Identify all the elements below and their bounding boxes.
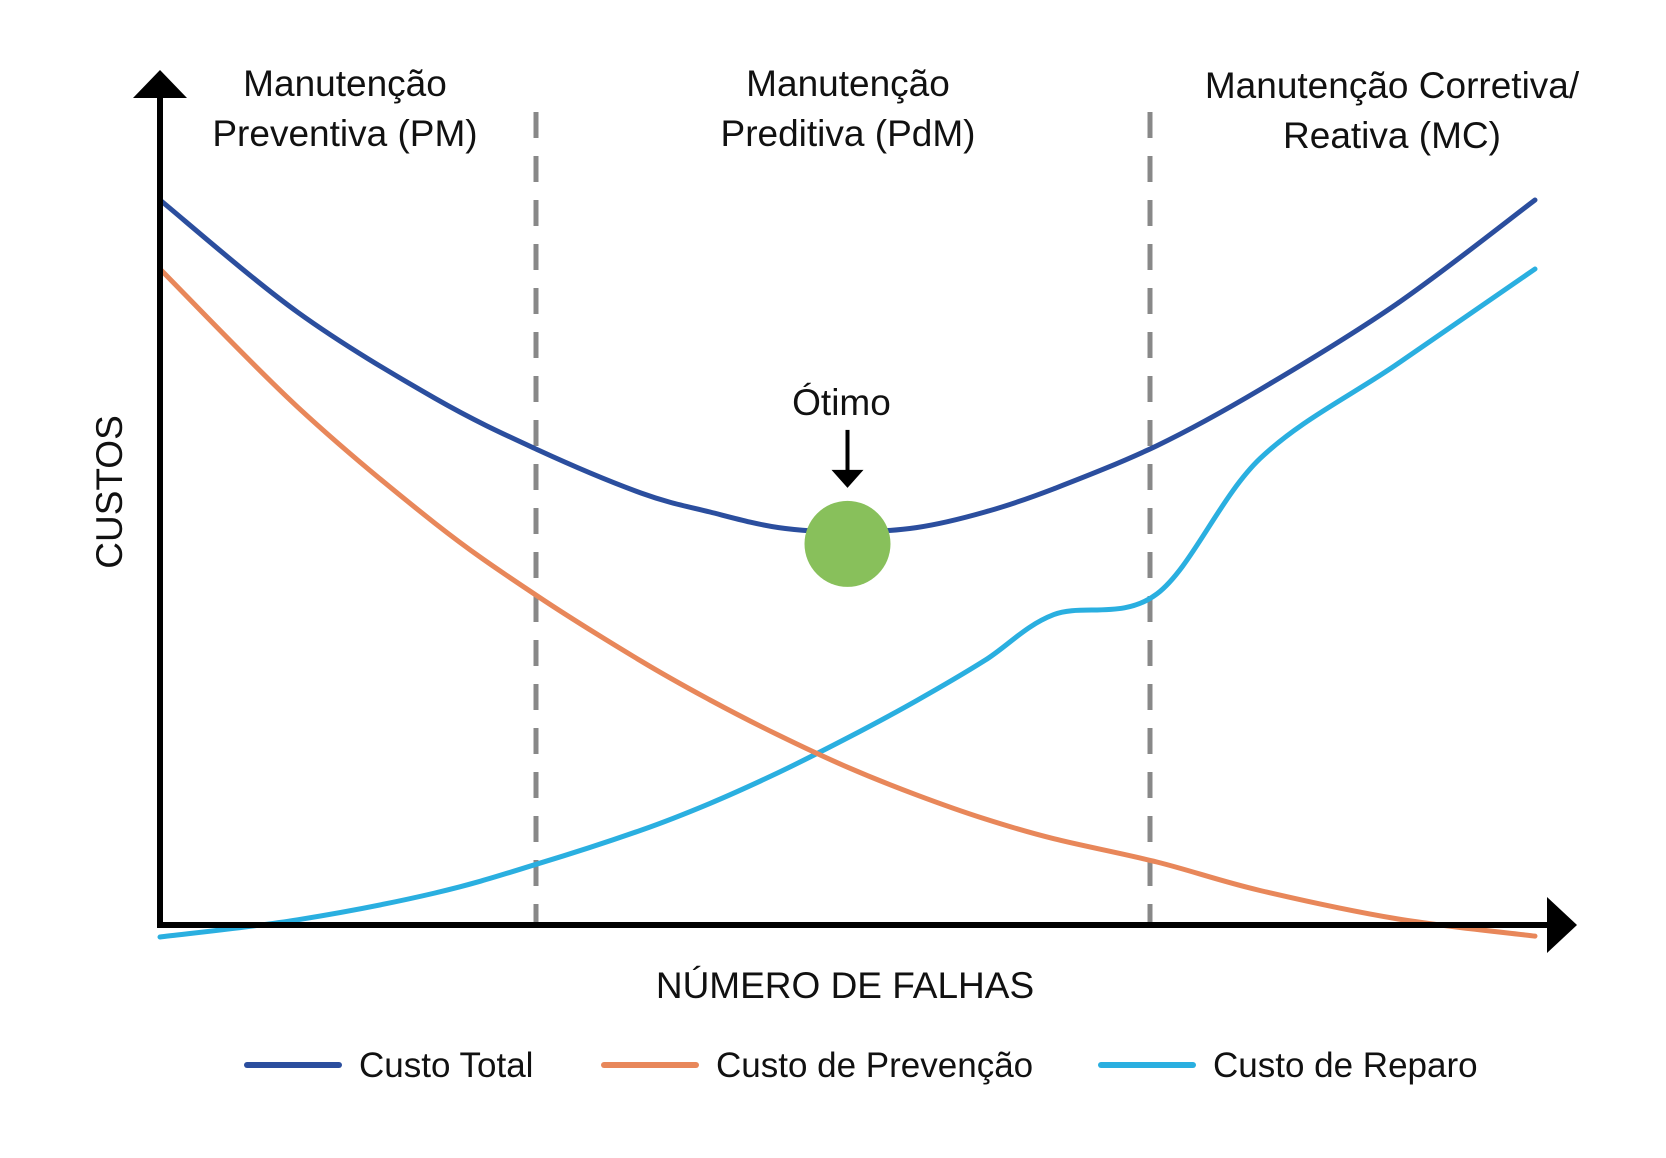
region-label-mc-line-1: Manutenção Corretiva/ — [1205, 65, 1580, 106]
x-axis-arrow — [1547, 897, 1577, 953]
legend-label-1: Custo Total — [359, 1046, 533, 1085]
y-axis-arrow — [133, 70, 187, 98]
legend: Custo Total Custo de Prevenção Custo de Re… — [244, 1046, 1478, 1085]
optimum-label: Ótimo — [792, 382, 891, 423]
y-axis-title: CUSTOS — [89, 415, 130, 569]
region-label-mc-line-2: Reativa (MC) — [1283, 115, 1501, 156]
legend-label-2: Custo de Prevenção — [716, 1046, 1033, 1085]
optimum-marker — [804, 500, 891, 587]
annotation-layer: Ótimo — [792, 382, 891, 587]
region-label-pm-line-2: Preventiva (PM) — [212, 113, 477, 154]
legend-label-3: Custo de Reparo — [1213, 1046, 1478, 1085]
region-label-pm-line-1: Manutenção — [243, 63, 447, 104]
x-axis-title: NÚMERO DE FALHAS — [656, 965, 1034, 1006]
region-label-pdm-line-2: Preditiva (PdM) — [721, 113, 976, 154]
series-line-3 — [157, 266, 1538, 940]
optimum-arrow-head — [831, 469, 864, 488]
region-label-pdm-line-1: Manutenção — [746, 63, 950, 104]
series-line-2 — [157, 266, 1538, 939]
